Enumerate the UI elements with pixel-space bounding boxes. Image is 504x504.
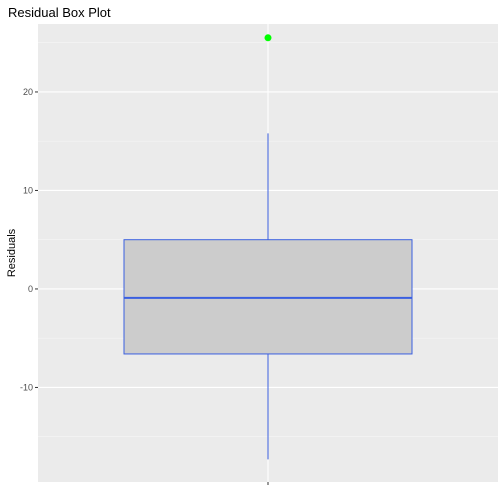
y-tick-label: -10 (20, 382, 33, 392)
y-axis: -10 0 10 20 (20, 87, 38, 392)
y-tick-label: 0 (28, 284, 33, 294)
outlier-point (265, 34, 272, 41)
y-tick-label: 20 (23, 87, 33, 97)
chart-title: Residual Box Plot (8, 5, 111, 20)
y-axis-title: Residuals (6, 228, 18, 277)
y-tick-label: 10 (23, 185, 33, 195)
